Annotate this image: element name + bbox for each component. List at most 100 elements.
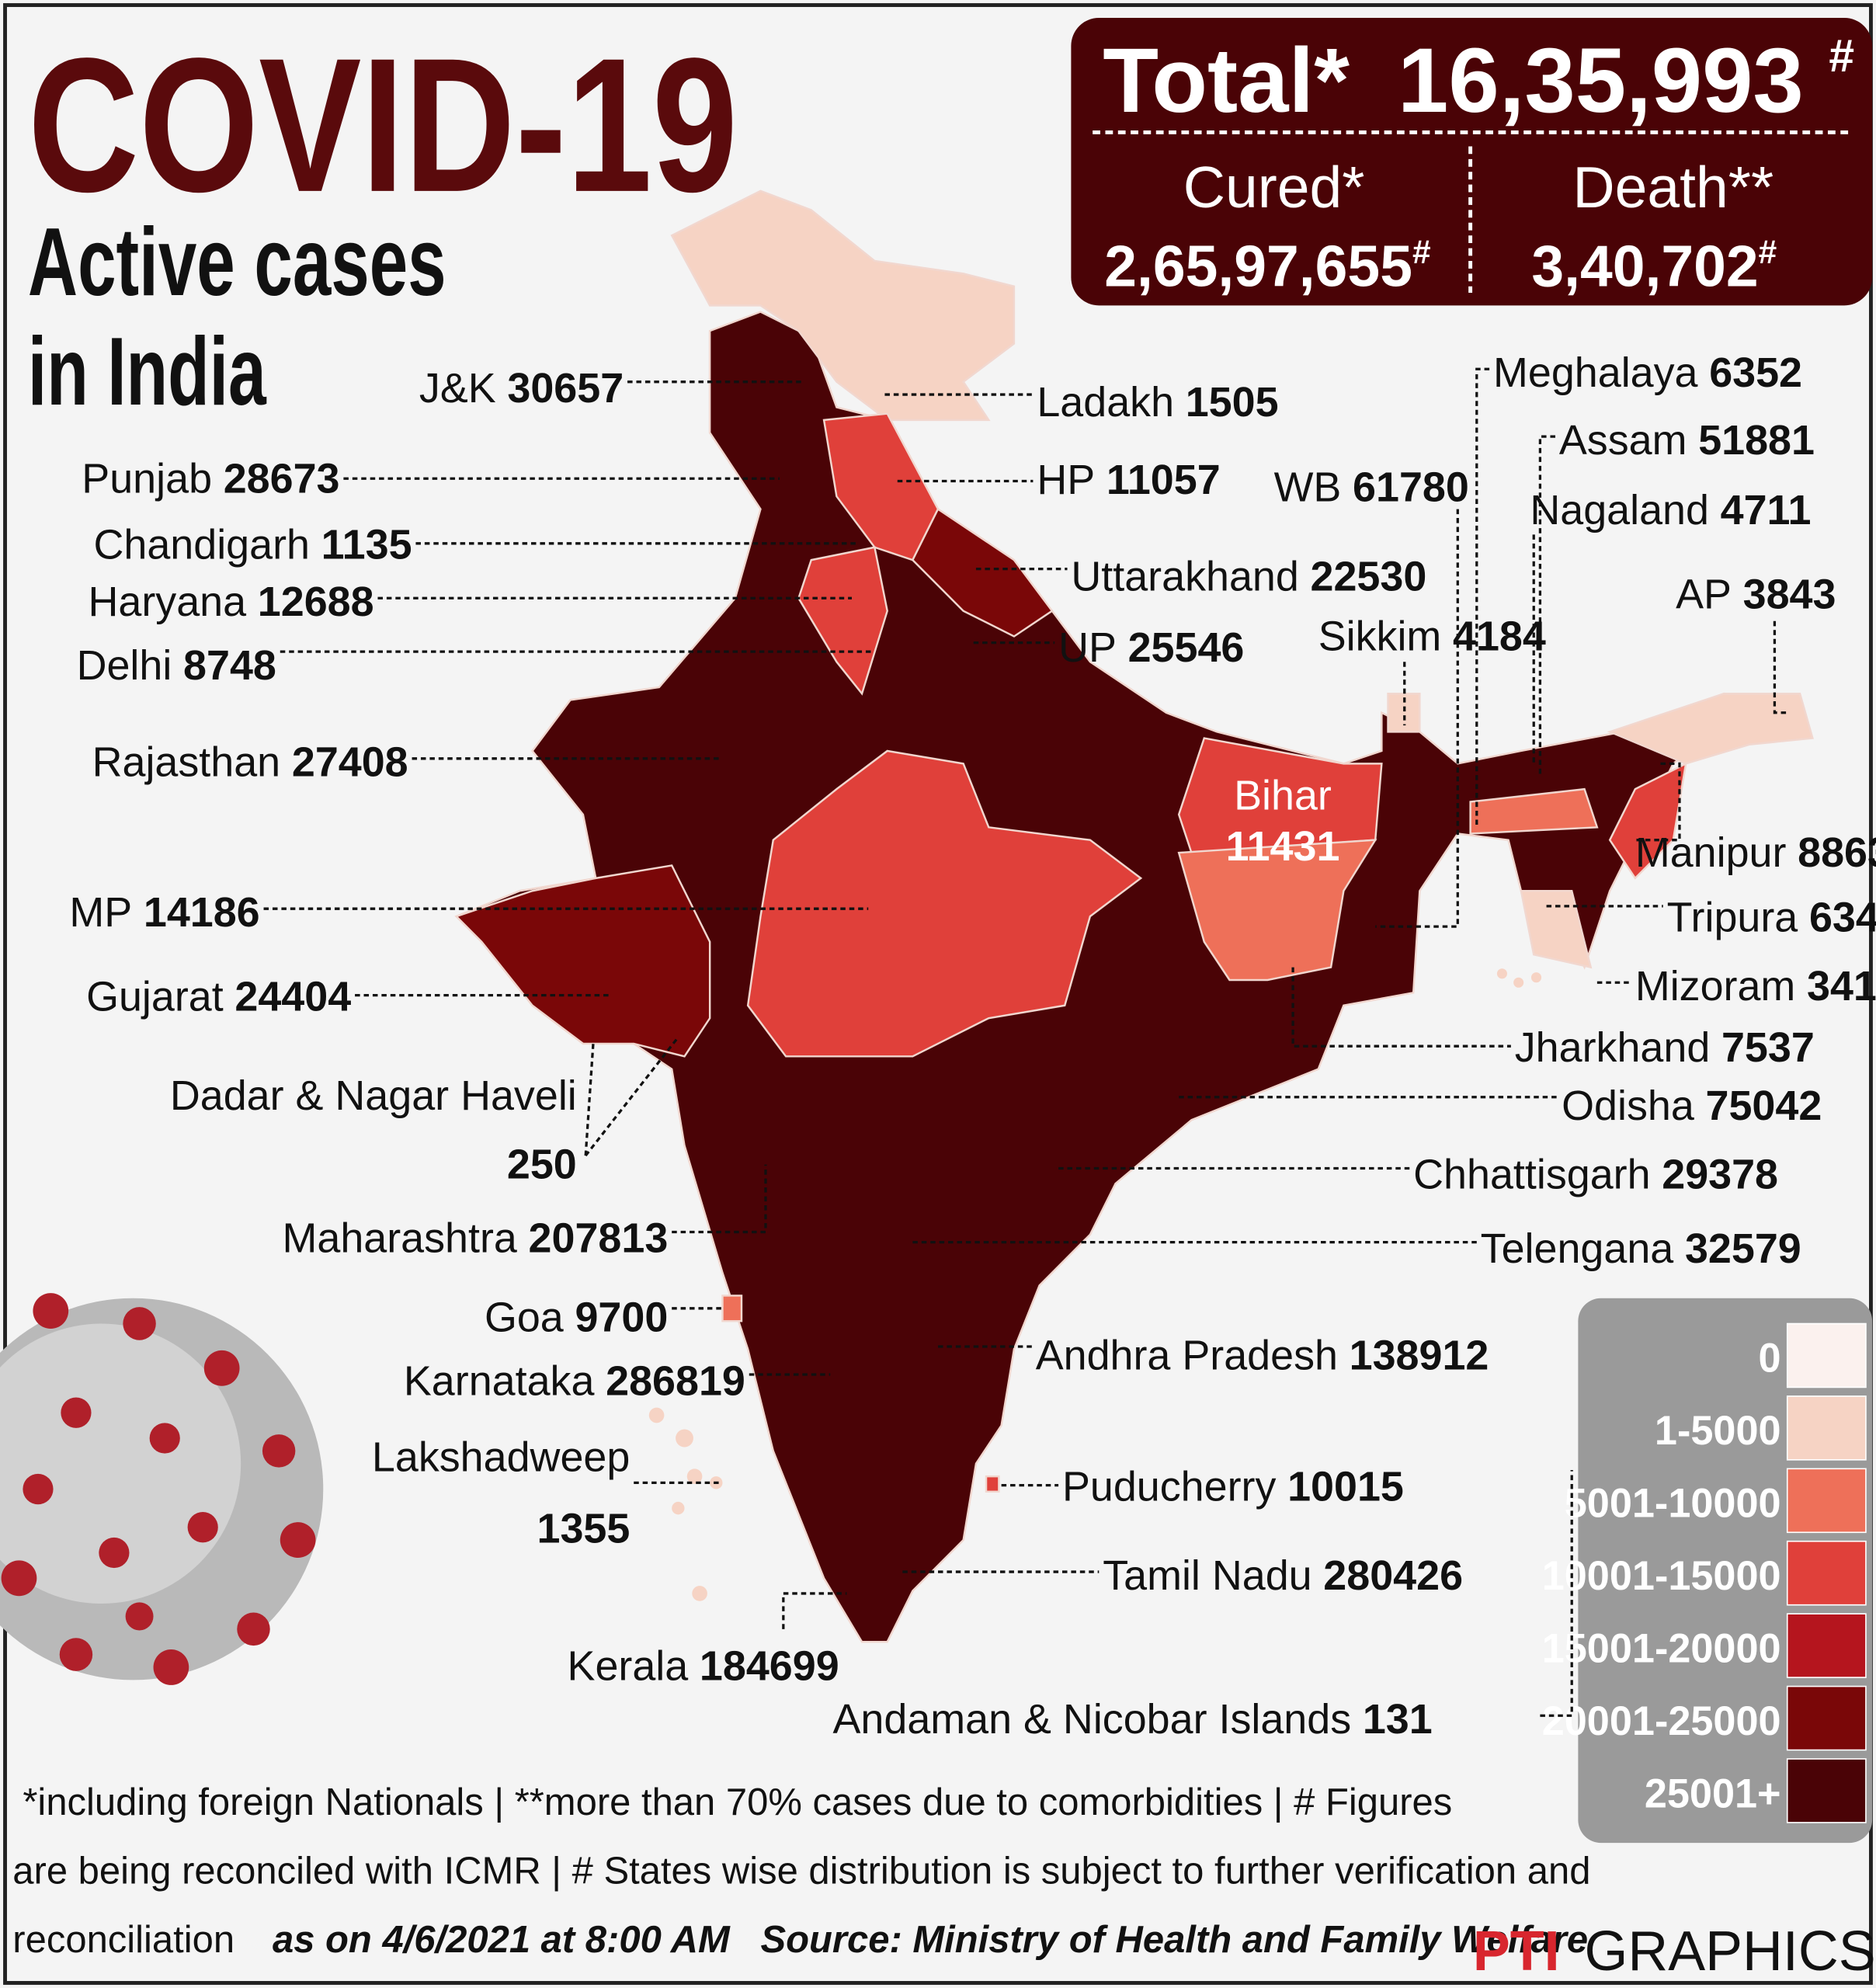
state-name: Puducherry (1062, 1463, 1276, 1510)
state-name: Odisha (1562, 1083, 1695, 1129)
leader-line (584, 1043, 595, 1156)
state-value: 207813 (529, 1215, 669, 1262)
state-value: 3415 (1807, 963, 1876, 1010)
state-name: Andhra Pradesh (1036, 1332, 1338, 1378)
state-label: Andaman & Nicobar Islands 131 (833, 1696, 1433, 1743)
death-label: Death** (1572, 155, 1774, 220)
state-label: Rajasthan 27408 (92, 739, 408, 786)
state-label: J&K 30657 (419, 365, 624, 412)
state-name: Haryana (89, 579, 248, 625)
state-value: 6352 (1709, 349, 1802, 396)
state-value: 61780 (1353, 464, 1469, 511)
brand-logo: PTI (1473, 1920, 1560, 1983)
state-value: 8748 (183, 642, 276, 689)
state-value: 30657 (507, 365, 624, 412)
state-label: Gujarat 24404 (86, 973, 351, 1020)
state-value: 24404 (234, 973, 351, 1020)
state-name: Tamil Nadu (1103, 1552, 1311, 1599)
legend-label: 20001-25000 (1542, 1699, 1781, 1744)
state-name: Mizoram (1635, 963, 1795, 1010)
state-name: Manipur (1635, 829, 1787, 876)
state-value: 12688 (258, 579, 374, 625)
state-value: 29378 (1662, 1152, 1778, 1198)
leader-line (672, 1164, 767, 1234)
state-name: Andaman & Nicobar Islands (833, 1696, 1352, 1743)
state-label: Meghalaya 6352 (1493, 349, 1802, 396)
state-name: Chandigarh (93, 521, 309, 568)
state-value: 8863 (1798, 829, 1876, 876)
legend-swatch (1786, 1540, 1867, 1606)
subtitle: Active cases (28, 208, 446, 316)
state-label: Puducherry 10015 (1062, 1463, 1404, 1510)
footnote: reconciliation (12, 1919, 234, 1961)
state-name: Maharashtra (282, 1215, 517, 1262)
legend-label: 5001-10000 (1565, 1482, 1781, 1527)
footnote: are being reconciled with ICMR | # State… (12, 1851, 1590, 1892)
state-name: J&K (419, 365, 496, 412)
leader-line (1540, 1469, 1573, 1717)
state-value: 184699 (700, 1642, 839, 1689)
state-value: 75042 (1706, 1083, 1822, 1129)
state-value: 6340 (1809, 895, 1876, 941)
subtitle: in India (28, 318, 267, 426)
state-value: 7537 (1721, 1024, 1815, 1071)
state-name: MP (69, 889, 132, 936)
frame (3, 3, 1873, 1985)
state-name: Tripura (1667, 895, 1799, 941)
state-label: Sikkim 4184 (1318, 613, 1546, 659)
legend: 0 1-5000 5001-10000 10001-15000 15001-20000 2… (1542, 1298, 1873, 1844)
cured-value: 2,65,97,655 (1104, 234, 1412, 299)
brand-text: GRAPHICS (1585, 1920, 1876, 1983)
cured-label: Cured* (1183, 155, 1365, 220)
date: as on 4/6/2021 at 8:00 AM (273, 1919, 731, 1961)
state-label: MP 14186 (69, 889, 259, 936)
state-label: Ladakh 1505 (1037, 379, 1278, 426)
death: 3,40,702# (1531, 234, 1777, 299)
total: Total* 16,35,993 # (1103, 29, 1854, 131)
leader-line (782, 1592, 847, 1629)
footnote: *including foreign Nationals | **more th… (23, 1781, 1452, 1823)
mark: # (1412, 235, 1431, 271)
leader-line (1375, 509, 1459, 928)
state-label: Manipur8863 (1635, 829, 1876, 876)
mark: # (1829, 31, 1854, 82)
state-name: WB (1274, 464, 1342, 511)
state-label: Assam 51881 (1559, 417, 1815, 464)
legend-swatch (1786, 1322, 1867, 1388)
state-name: Delhi (77, 642, 172, 689)
leader-line (1635, 762, 1681, 842)
state-label: Telengana 32579 (1481, 1225, 1801, 1272)
legend-swatch (1786, 1613, 1867, 1678)
state-label: Tripura6340 (1667, 895, 1876, 941)
state-label: Kerala 184699 (568, 1642, 839, 1689)
legend-swatch (1786, 1758, 1867, 1823)
legend-label: 25001+ (1645, 1771, 1781, 1816)
state-name: Uttarakhand (1071, 553, 1298, 600)
state-label: Haryana 12688 (89, 579, 374, 625)
state-name: Goa (485, 1294, 565, 1340)
state-label: Nagaland 4711 (1530, 487, 1811, 533)
state-label: Maharashtra 207813 (282, 1215, 668, 1262)
state-value: 1355 (537, 1505, 630, 1552)
state-name: Kerala (568, 1642, 690, 1689)
state-name: Dadar & Nagar Haveli (170, 1072, 577, 1119)
totals-box: Total* 16,35,993 # Cured* 2,65,97,655# D… (1071, 17, 1873, 306)
state-label: HP 11057 (1037, 457, 1220, 503)
state-value: 27408 (292, 739, 408, 786)
state-label: Goa 9700 (485, 1294, 668, 1340)
total-value: 16,35,993 (1398, 29, 1804, 131)
state-value: 14186 (144, 889, 260, 936)
legend-label: 10001-15000 (1542, 1554, 1781, 1599)
state-value: 250 (507, 1142, 577, 1188)
mark: # (1759, 235, 1777, 271)
state-value: 51881 (1698, 417, 1815, 464)
state-name: Karnataka (404, 1357, 596, 1404)
state-label: Punjab 28673 (82, 455, 339, 502)
state-name: Gujarat (86, 973, 224, 1020)
state-label: Odisha 75042 (1562, 1083, 1822, 1129)
state-value: 4184 (1453, 613, 1546, 659)
state-value: 286819 (606, 1357, 745, 1404)
state-label: WB 61780 (1274, 464, 1469, 511)
state-label: Tamil Nadu 280426 (1103, 1552, 1463, 1599)
